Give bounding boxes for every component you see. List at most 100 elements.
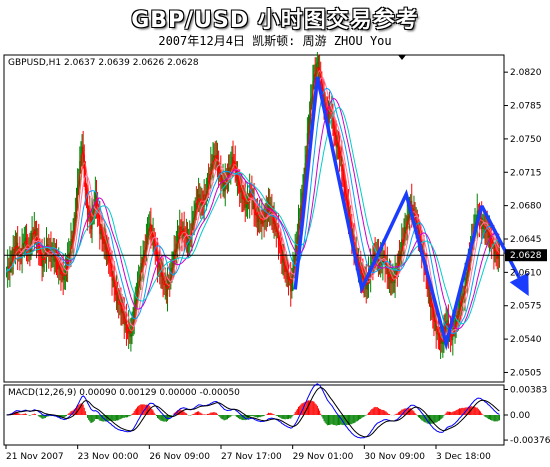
candle-body: [307, 126, 310, 134]
candle-body: [63, 276, 65, 281]
candle-body: [143, 250, 145, 258]
candle-body: [5, 272, 8, 274]
candle-body: [60, 274, 62, 276]
candle-body: [168, 280, 170, 285]
candle-body: [383, 256, 385, 258]
current-price-box: [505, 249, 547, 262]
candle-body: [92, 211, 94, 214]
candle-body: [246, 200, 249, 204]
candle-body: [18, 253, 20, 255]
candle-body: [484, 224, 486, 233]
candle-body: [109, 262, 111, 264]
candle-body: [156, 254, 159, 268]
candle-body: [458, 301, 461, 311]
candle-body: [281, 249, 283, 263]
candle-body: [301, 192, 303, 206]
candle-body: [112, 278, 114, 281]
x-tick-label: 27 Nov 17:00: [221, 452, 282, 462]
candle-body: [294, 249, 296, 267]
candle-body: [45, 244, 48, 257]
candle-body: [165, 283, 168, 297]
price-y-axis: 2.0820 2.0785 2.0750 2.0715 2.0680 2.0645 2.06…: [504, 68, 547, 378]
candle-body: [287, 279, 290, 281]
candle-body: [387, 274, 390, 280]
candle-body: [194, 203, 196, 218]
macd-y-tick-label: 0.00383: [510, 385, 547, 395]
candle-body: [426, 273, 428, 290]
candle-body: [284, 265, 286, 273]
candle-body: [54, 255, 56, 262]
y-tick-label: 2.0505: [510, 368, 542, 378]
x-tick-label: 26 Nov 09:00: [149, 452, 210, 462]
candle-body: [347, 204, 350, 220]
candle-body: [264, 211, 266, 223]
candle-body: [444, 327, 446, 329]
candle-body: [299, 218, 301, 220]
x-tick-label: 29 Nov 01:00: [293, 452, 354, 462]
candle-body: [82, 146, 84, 155]
candle-body: [42, 256, 44, 268]
forecast-arrow: [480, 204, 529, 296]
candle-body: [265, 211, 267, 217]
candle-body: [154, 249, 156, 251]
candle-body: [32, 233, 34, 235]
candle-body: [456, 315, 458, 319]
candle-body: [447, 320, 449, 335]
candle-body: [402, 239, 404, 244]
candle-body: [304, 163, 306, 175]
candle-body: [105, 249, 108, 253]
candle-body: [134, 299, 136, 307]
candle-body: [401, 239, 403, 252]
zigzag-annotation: [293, 76, 484, 351]
candle-body: [231, 157, 233, 167]
candle-body: [336, 143, 338, 148]
candle-body: [272, 215, 274, 224]
candle-body: [446, 320, 448, 322]
candle-body: [256, 212, 259, 223]
candle-body: [31, 233, 33, 240]
moving-average-line: [6, 107, 500, 325]
candle-body: [160, 270, 162, 277]
header: GBP/USD 小时图交易参考 2007年12月4日 凯斯顿: 周游 ZHOU …: [0, 0, 550, 52]
candle-body: [22, 243, 24, 246]
candle-body: [195, 203, 197, 205]
candle-body: [297, 219, 300, 237]
candle-body: [149, 223, 151, 229]
candle-body: [392, 278, 394, 281]
candle-body: [257, 216, 260, 223]
macd-y-axis: 0.00383 0.00 -0.00376: [504, 385, 550, 446]
candle-body: [295, 244, 297, 250]
candle-body: [345, 197, 347, 201]
candle-body: [146, 231, 149, 236]
candle-body: [80, 155, 82, 162]
candle-body: [242, 198, 244, 200]
candle-body: [494, 251, 496, 255]
candle-body: [57, 260, 59, 270]
candle-body: [462, 293, 464, 297]
candle-body: [102, 236, 104, 245]
macd-signal-line: [6, 387, 500, 438]
candle-body: [141, 263, 143, 267]
price-panel-title: GBPUSD,H1 2.0637 2.0639 2.0626 2.0628: [8, 58, 199, 68]
candle-body: [378, 262, 381, 264]
current-price-label: 2.0628: [510, 251, 542, 261]
x-tick-label: 21 Nov 2007: [6, 452, 64, 462]
candle-body: [333, 127, 335, 133]
candle-body: [84, 177, 86, 191]
candle-body: [163, 283, 165, 285]
chart-svg: GBPUSD,H1 2.0637 2.0639 2.0626 2.0628 2.…: [3, 45, 550, 462]
candle-body: [86, 201, 89, 216]
candle-body: [414, 212, 416, 225]
y-tick-label: 2.0575: [510, 302, 542, 312]
candle-body: [433, 317, 435, 323]
moving-average-line: [6, 87, 500, 335]
candle-body: [263, 221, 265, 223]
candle-body: [174, 249, 176, 253]
candle-body: [427, 288, 429, 290]
y-tick-label: 2.0540: [510, 335, 542, 345]
candle-body: [39, 251, 41, 254]
candle-body: [99, 217, 101, 235]
candle-body: [465, 278, 467, 280]
candle-body: [415, 222, 417, 225]
candle-body: [126, 330, 129, 334]
